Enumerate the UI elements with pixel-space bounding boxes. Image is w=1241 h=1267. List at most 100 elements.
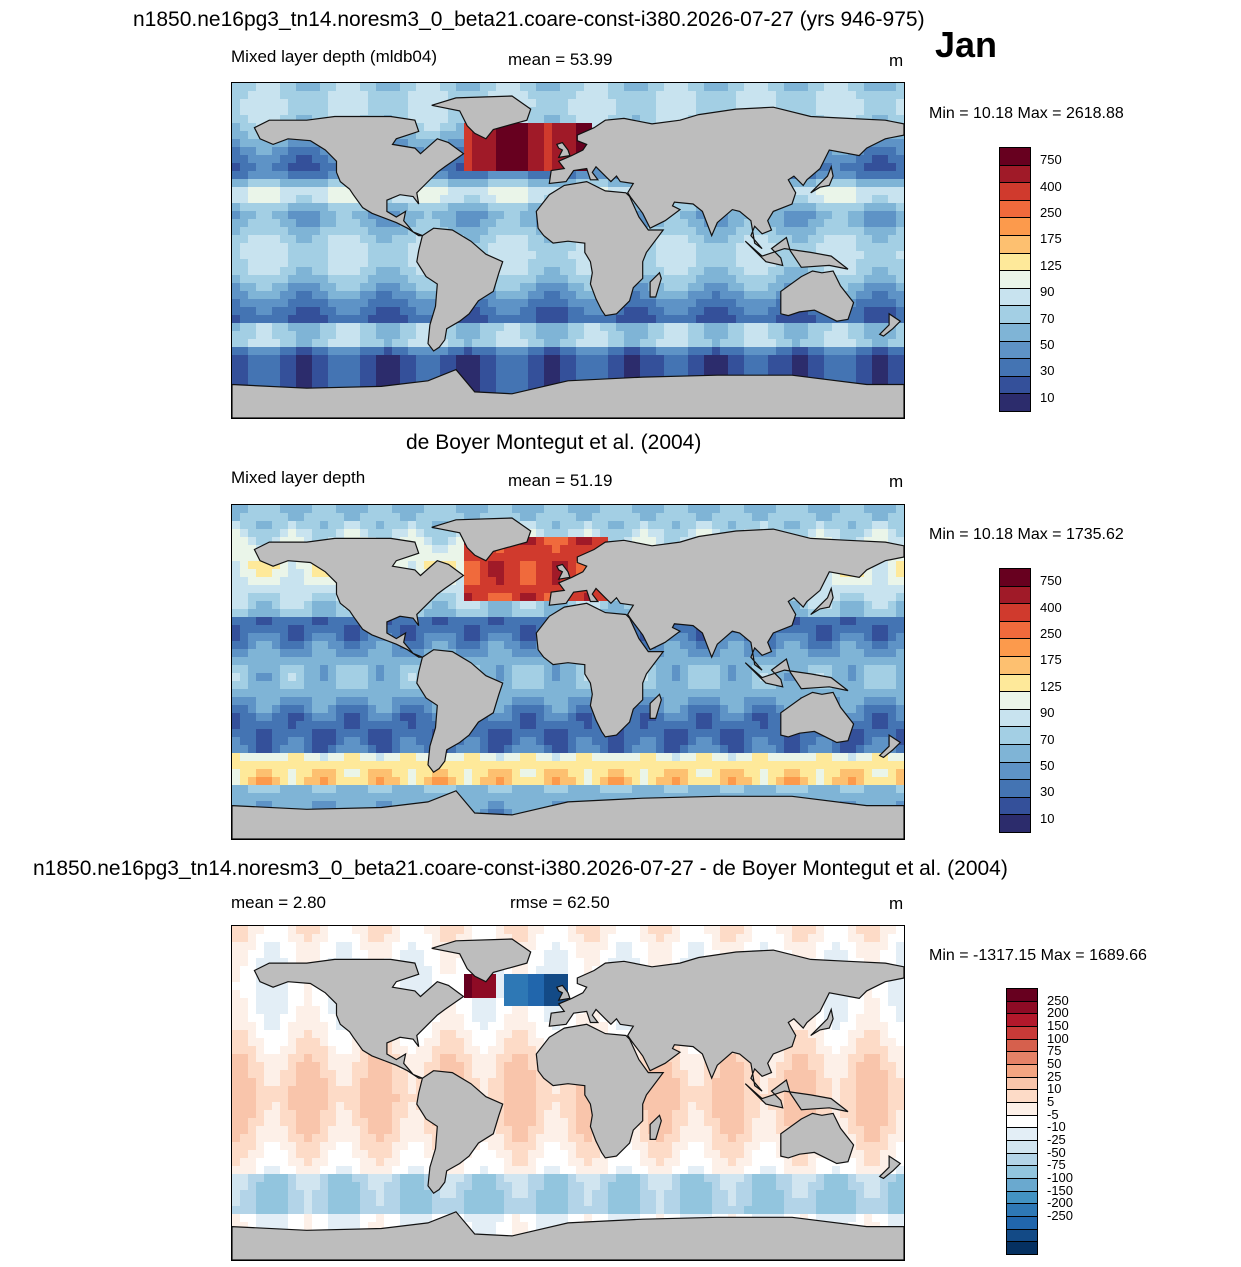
field-cell [568,307,576,315]
field-cell [768,331,776,339]
field-cell [272,355,280,363]
field-cell [656,505,664,513]
field-cell [304,163,312,171]
field-cell [816,505,824,513]
field-cell [616,83,624,91]
field-cell [864,155,872,163]
field-cell [560,529,568,537]
field-cell [728,219,736,227]
field-cell [720,267,728,275]
field-cell [728,99,736,107]
field-cell [480,609,488,617]
field-cell [848,243,856,251]
field-cell [728,363,736,371]
panel-model-mean: mean = 53.99 [508,50,613,69]
field-cell [696,267,704,275]
field-cell [416,147,424,155]
field-cell [456,83,464,91]
field-cell [864,179,872,187]
field-cell [568,251,576,259]
field-cell [552,537,560,545]
field-cell [408,561,416,569]
field-cell [376,323,384,331]
field-cell [888,211,896,219]
field-cell [344,521,352,529]
field-cell [232,195,240,203]
field-cell [568,339,576,347]
field-cell [688,91,696,99]
field-cell [872,235,880,243]
field-cell [736,283,744,291]
field-cell [576,529,584,537]
field-cell [776,283,784,291]
field-cell [320,179,328,187]
field-cell [592,529,600,537]
field-cell [392,107,400,115]
field-cell [712,299,720,307]
field-cell [872,259,880,267]
field-cell [752,267,760,275]
field-cell [504,387,512,395]
field-cell [456,131,464,139]
field-cell [848,155,856,163]
field-cell [240,299,248,307]
field-cell [472,379,480,387]
field-cell [472,83,480,91]
field-cell [352,363,360,371]
field-cell [424,355,432,363]
field-cell [672,243,680,251]
field-cell [872,251,880,259]
field-cell [256,155,264,163]
field-cell [816,323,824,331]
field-cell [504,123,512,131]
panel-model-field-label: Mixed layer depth (mldb04) [231,47,437,66]
field-cell [384,339,392,347]
field-cell [256,505,264,513]
field-cell [512,513,520,521]
field-cell [672,227,680,235]
field-cell [256,179,264,187]
field-cell [848,371,856,379]
field-cell [672,331,680,339]
field-cell [288,211,296,219]
field-cell [320,521,328,529]
field-cell [704,331,712,339]
field-cell [736,323,744,331]
field-cell [296,339,304,347]
field-cell [576,107,584,115]
field-cell [552,371,560,379]
field-cell [472,91,480,99]
field-cell [488,379,496,387]
field-cell [624,339,632,347]
field-cell [880,163,888,171]
field-cell [888,203,896,211]
field-cell [592,339,600,347]
field-cell [832,577,840,585]
field-cell [256,513,264,521]
field-cell [408,529,416,537]
field-cell [544,577,552,585]
field-cell [544,513,552,521]
field-cell [680,83,688,91]
field-cell [552,123,560,131]
field-cell [752,235,760,243]
field-cell [688,227,696,235]
field-cell [240,219,248,227]
field-cell [424,211,432,219]
field-cell [592,83,600,91]
field-cell [504,235,512,243]
field-cell [800,529,808,537]
field-cell [792,259,800,267]
field-cell [320,505,328,513]
field-cell [816,355,824,363]
field-cell [520,163,528,171]
field-cell [296,617,304,625]
field-cell [320,371,328,379]
field-cell [280,577,288,585]
field-cell [512,561,520,569]
field-cell [856,267,864,275]
field-cell [752,355,760,363]
field-cell [800,609,808,617]
field-cell [640,347,648,355]
field-cell [560,267,568,275]
